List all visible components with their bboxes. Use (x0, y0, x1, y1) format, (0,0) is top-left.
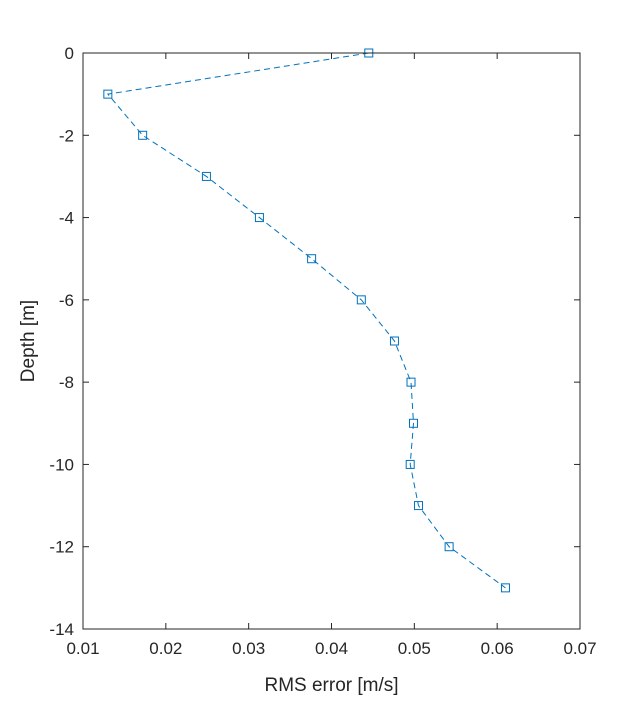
data-point-marker (103, 89, 113, 99)
data-point-marker (444, 542, 454, 552)
x-tick-label: 0.04 (315, 639, 348, 658)
y-tick-label: -8 (59, 373, 74, 392)
data-point-marker (307, 254, 317, 264)
data-point-marker (356, 295, 366, 305)
data-point-marker (409, 418, 419, 428)
series-line (106, 52, 506, 589)
x-tick-label: 0.06 (481, 639, 514, 658)
data-point-marker (201, 171, 211, 181)
y-tick-label: -2 (59, 126, 74, 145)
y-tick-label: -14 (49, 620, 74, 639)
y-tick-label: -10 (49, 455, 74, 474)
data-point-marker (413, 501, 423, 511)
y-axis-label: Depth [m] (18, 300, 39, 382)
data-point-marker (500, 583, 510, 593)
y-tick-label: -12 (49, 538, 74, 557)
x-tick-label: 0.03 (232, 639, 265, 658)
y-tick-label: -6 (59, 291, 74, 310)
data-point-marker (405, 459, 415, 469)
data-point-marker (389, 336, 399, 346)
x-tick-label: 0.07 (563, 639, 596, 658)
y-tick-label: -4 (59, 209, 74, 228)
data-point-marker (406, 377, 416, 387)
x-tick-label: 0.05 (398, 639, 431, 658)
x-tick-label: 0.02 (149, 639, 182, 658)
x-axis-label: RMS error [m/s] (264, 675, 398, 696)
series-layer (103, 48, 510, 593)
plot-area (83, 53, 580, 629)
y-tick-label: 0 (65, 44, 74, 63)
data-point-marker (138, 130, 148, 140)
data-point-marker (254, 213, 264, 223)
y-axis-ticks: 0 -2 -4 -6 -8 -10 -12 -14 (49, 44, 580, 639)
x-axis-ticks: 0.01 0.02 0.03 0.04 0.05 0.06 0.07 (66, 53, 597, 658)
x-tick-label: 0.01 (66, 639, 99, 658)
